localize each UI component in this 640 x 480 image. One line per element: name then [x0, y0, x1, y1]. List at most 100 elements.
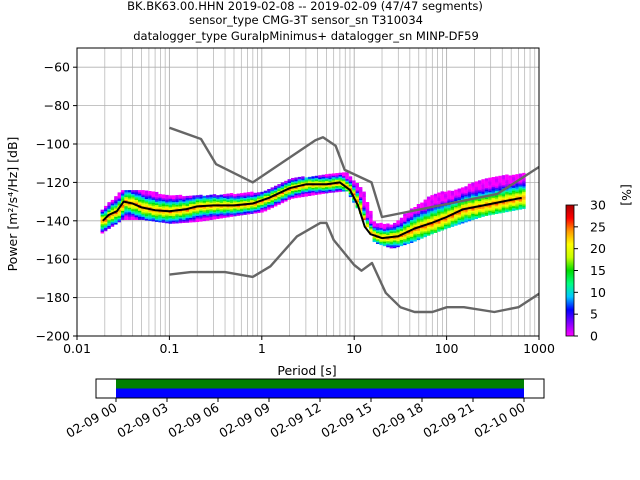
ppsd-cell [362, 200, 366, 204]
ppsd-cell [420, 205, 424, 208]
ppsd-cell [131, 211, 135, 214]
ppsd-cell [148, 218, 152, 221]
ppsd-cell [229, 202, 234, 205]
ppsd-cell [209, 213, 213, 216]
ppsd-cell [219, 206, 223, 210]
ppsd-cell [477, 215, 482, 218]
ppsd-cell [307, 176, 312, 180]
ppsd-cell [100, 209, 104, 212]
ppsd-cell [267, 201, 271, 204]
ppsd-cell [270, 205, 274, 209]
ppsd-cell [399, 243, 404, 247]
ppsd-cell [178, 197, 183, 201]
ppsd-cell [284, 190, 288, 193]
ppsd-cell [341, 180, 346, 183]
ppsd-cell [355, 182, 359, 186]
ppsd-cell [297, 178, 302, 181]
ppsd-cell [481, 214, 485, 217]
ppsd-cell [348, 184, 353, 187]
ppsd-cell [287, 185, 291, 188]
ppsd-cell [484, 213, 489, 216]
ppsd-cell [488, 177, 492, 180]
ppsd-cell [352, 181, 356, 185]
ppsd-cell [209, 211, 213, 214]
ppsd-cell [114, 197, 118, 200]
ppsd-cell [144, 208, 149, 212]
ppsd-cell [294, 188, 298, 191]
series-line-mean [102, 181, 522, 240]
ppsd-cell [219, 196, 223, 199]
ppsd-cell [294, 192, 298, 196]
ppsd-cell [222, 201, 227, 205]
ppsd-cell [233, 214, 237, 217]
ppsd-cell [233, 194, 237, 197]
ppsd-cell [484, 185, 489, 189]
ppsd-cell [464, 197, 468, 200]
ppsd-cell [348, 176, 353, 179]
ppsd-cell [236, 195, 240, 198]
ppsd-cell [250, 191, 254, 194]
ppsd-cell [508, 203, 512, 206]
ppsd-cell [107, 219, 111, 222]
ppsd-cell [171, 198, 176, 201]
ppsd-cell [501, 198, 506, 201]
ppsd-cell [386, 225, 390, 228]
ppsd-cell [403, 215, 407, 218]
ppsd-cell [362, 205, 366, 208]
ppsd-cell [202, 218, 206, 222]
ppsd-cell [117, 216, 121, 220]
y-axis-label: Power [m²/s⁴/Hz] [dB] [5, 137, 20, 272]
ppsd-cell [239, 211, 244, 214]
ppsd-cell [522, 189, 526, 193]
ppsd-cell [205, 199, 210, 203]
ppsd-cell [491, 184, 495, 188]
ppsd-cell [508, 199, 512, 203]
ppsd-cell [195, 198, 200, 201]
ppsd-cell [182, 199, 186, 202]
ppsd-cell [440, 191, 444, 194]
ppsd-cell [386, 241, 390, 245]
ppsd-cell [440, 209, 444, 213]
ppsd-cell [501, 204, 506, 207]
chart-title-line-1: BK.BK63.00.HHN 2019-02-08 -- 2019-02-09 … [127, 0, 483, 13]
ppsd-cell [131, 216, 135, 219]
ppsd-cell [120, 196, 125, 199]
ppsd-cell [447, 211, 451, 215]
ppsd-cell [352, 180, 356, 183]
ppsd-cell [450, 210, 455, 214]
ppsd-cell [369, 213, 373, 217]
ppsd-cell [358, 199, 363, 202]
ppsd-cell [178, 210, 183, 213]
ppsd-cell [124, 193, 128, 196]
ppsd-cell [141, 197, 145, 201]
ppsd-cell [110, 222, 115, 226]
ppsd-cell [318, 189, 322, 192]
ppsd-cell [246, 201, 251, 204]
ppsd-cell [103, 222, 108, 226]
colorbar-tick-label: 30 [590, 198, 606, 213]
ppsd-cell [454, 212, 458, 215]
ppsd-cell [148, 206, 152, 209]
ppsd-cell [239, 194, 244, 197]
ppsd-cell [127, 196, 132, 199]
ppsd-cell [433, 209, 438, 212]
ppsd-cell [433, 207, 438, 210]
ppsd-cell [464, 201, 468, 204]
ppsd-cell [229, 213, 234, 216]
ppsd-cell [253, 195, 257, 199]
ppsd-cell [202, 211, 206, 214]
ppsd-cell [318, 187, 322, 190]
ppsd-cell [498, 180, 502, 183]
ppsd-cell [457, 203, 461, 207]
ppsd-cell [440, 192, 444, 196]
ppsd-cell [365, 203, 370, 206]
ppsd-cell [409, 234, 414, 237]
ppsd-cell [195, 210, 200, 213]
ppsd-cell [212, 206, 217, 209]
ppsd-cell [243, 197, 247, 200]
ppsd-cell [341, 173, 346, 177]
ppsd-cell [131, 213, 135, 216]
ppsd-cell [192, 209, 196, 212]
ppsd-cell [307, 190, 312, 193]
ppsd-cell [110, 199, 115, 203]
